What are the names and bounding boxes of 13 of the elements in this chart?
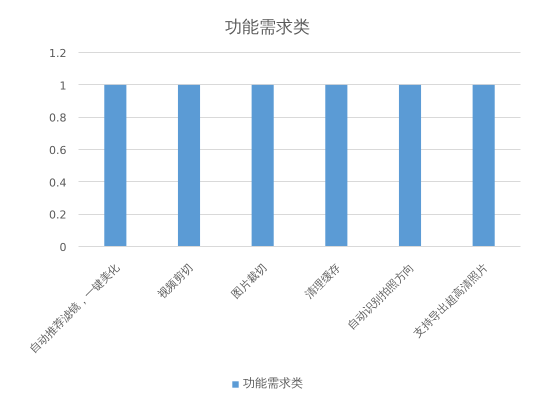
y-tick-label: 0.2 (49, 208, 67, 222)
y-tick-label: 0.6 (49, 144, 67, 157)
y-tick-label: 0 (60, 241, 66, 254)
x-tick-label: 自动推荐滤镜，一键美化 (27, 260, 122, 356)
legend-label: 功能需求类 (243, 375, 303, 392)
x-tick-label: 清理缓存 (302, 260, 343, 302)
x-tick-label: 图片裁切 (228, 260, 270, 302)
y-tick-label: 1.2 (49, 47, 67, 60)
y-tick-label: 0.8 (49, 112, 67, 125)
chart-title: 功能需求类 (225, 18, 310, 38)
y-tick-label: 1 (60, 79, 66, 92)
x-tick-label: 视频剪切 (155, 260, 196, 302)
y-tick-label: 0.4 (49, 176, 67, 190)
